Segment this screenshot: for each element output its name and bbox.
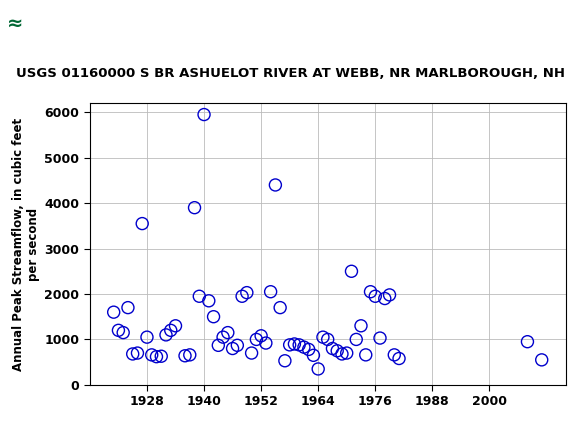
Point [338, 350, 347, 357]
Y-axis label: Annual Peak Streamflow, in cubic feet
per second: Annual Peak Streamflow, in cubic feet pe… [12, 117, 41, 371]
Point [314, 366, 323, 372]
Point [171, 322, 180, 329]
Point [332, 347, 342, 354]
Point [342, 350, 351, 356]
Point [361, 351, 371, 358]
Point [124, 304, 133, 311]
Point [347, 268, 356, 275]
Text: ≈: ≈ [7, 14, 23, 33]
Point [328, 345, 337, 352]
Point [295, 341, 304, 348]
Point [285, 341, 294, 348]
Point [318, 334, 328, 341]
Point [242, 289, 252, 296]
Point [180, 352, 190, 359]
Point [237, 293, 246, 300]
Point [366, 288, 375, 295]
Point [385, 292, 394, 298]
Point [166, 327, 175, 334]
Point [128, 350, 137, 357]
Point [323, 336, 332, 343]
Point [204, 298, 213, 304]
Point [114, 327, 123, 334]
Point [209, 313, 218, 320]
Point [299, 344, 309, 350]
Point [276, 304, 285, 311]
Text: USGS: USGS [67, 15, 122, 33]
Point [304, 346, 313, 353]
Point [190, 204, 199, 211]
Point [137, 220, 147, 227]
Point [523, 338, 532, 345]
Point [309, 352, 318, 359]
Point [185, 351, 194, 358]
Point [219, 334, 228, 341]
Point [228, 345, 237, 352]
Point [223, 329, 233, 336]
Point [280, 357, 289, 364]
Point [351, 336, 361, 343]
Point [152, 353, 161, 360]
Point [133, 350, 142, 356]
Point [390, 351, 399, 358]
Point [266, 288, 276, 295]
Point [356, 322, 365, 329]
Point [233, 342, 242, 349]
Point [109, 309, 118, 316]
Point [213, 342, 223, 349]
Point [261, 340, 270, 347]
Point [394, 355, 404, 362]
Point [200, 111, 209, 118]
Text: USGS 01160000 S BR ASHUELOT RIVER AT WEBB, NR MARLBOROUGH, NH: USGS 01160000 S BR ASHUELOT RIVER AT WEB… [16, 67, 564, 80]
Point [157, 353, 166, 359]
Point [375, 335, 385, 341]
Point [271, 181, 280, 188]
Point [252, 336, 261, 343]
Point [256, 332, 266, 339]
Point [380, 295, 389, 302]
Point [161, 332, 171, 338]
Point [537, 356, 546, 363]
Point [371, 293, 380, 300]
Point [147, 351, 157, 358]
Point [118, 329, 128, 336]
Point [290, 341, 299, 347]
Point [195, 293, 204, 300]
FancyBboxPatch shape [5, 4, 63, 46]
Point [247, 350, 256, 356]
Point [142, 334, 151, 341]
